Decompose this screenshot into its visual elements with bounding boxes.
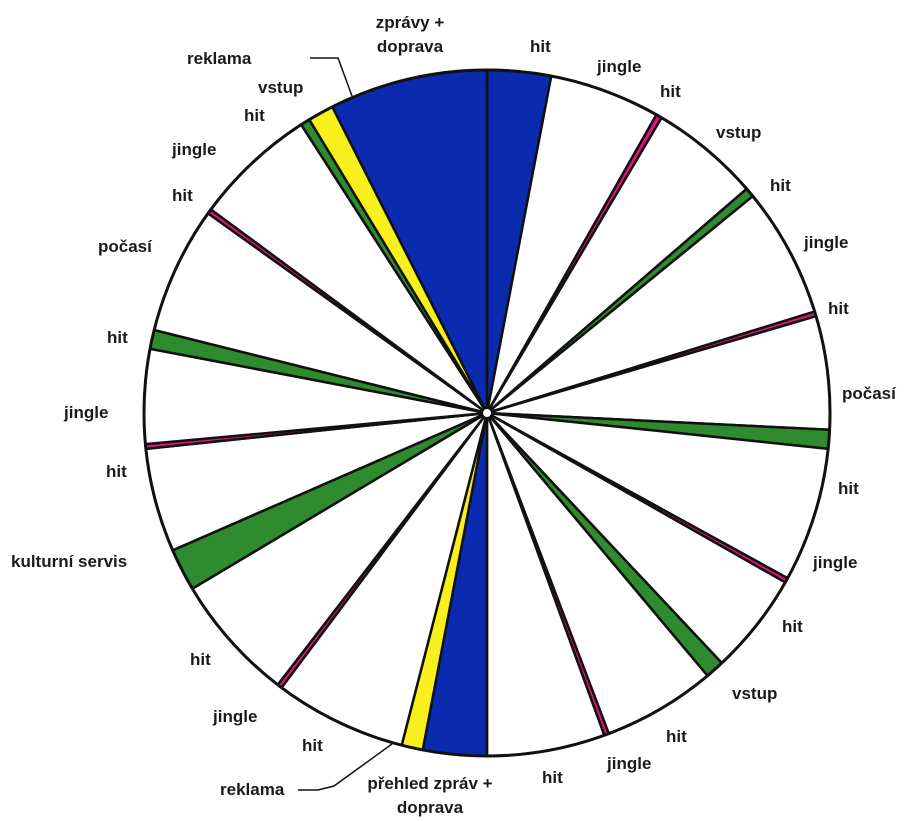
reklama-bottom-leader: [298, 743, 393, 791]
label-jingle-l6: jingle: [63, 403, 108, 422]
label-reklama-bottom: reklama: [220, 780, 285, 799]
label-hit-b7: hit: [666, 727, 687, 746]
label-hit-l14: hit: [244, 106, 265, 125]
label-jingle-l7: jingle: [171, 140, 216, 159]
label-jingle-r2: jingle: [803, 233, 848, 252]
reklama-top-leader: [310, 57, 353, 97]
label-hit-l9: hit: [302, 736, 323, 755]
label-vstup-right2: vstup: [732, 684, 777, 703]
label-hit-r3: hit: [770, 176, 791, 195]
label-top-news-line2: doprava: [377, 37, 444, 56]
label-hit-l13: hit: [172, 186, 193, 205]
label-vstup-right1: vstup: [716, 123, 761, 142]
label-hit-r5: hit: [838, 479, 859, 498]
label-kulturni-servis: kulturní servis: [11, 552, 127, 571]
label-hit-r4: hit: [828, 299, 849, 318]
label-jingle-b4: jingle: [606, 754, 651, 773]
label-jingle-r3: jingle: [812, 553, 857, 572]
label-bottom-news-line1: přehled zpráv +: [367, 774, 492, 793]
label-jingle-l5: jingle: [212, 707, 257, 726]
label-hit-l11: hit: [106, 462, 127, 481]
label-hit-r2: hit: [660, 82, 681, 101]
label-pocasi-left: počasí: [98, 237, 153, 256]
label-vstup-top: vstup: [258, 78, 303, 97]
label-hit-b8: hit: [542, 768, 563, 787]
clock-rim: [142, 68, 832, 758]
label-hit-r1: hit: [530, 37, 551, 56]
label-top-news-line1: zprávy +: [376, 13, 445, 32]
label-reklama-top: reklama: [187, 49, 252, 68]
clock-center: [481, 407, 493, 419]
label-pocasi-right: počasí: [842, 384, 897, 403]
label-jingle-r1: jingle: [596, 57, 641, 76]
label-hit-l10: hit: [190, 650, 211, 669]
label-bottom-news-line2: doprava: [397, 798, 464, 817]
label-hit-r6: hit: [782, 617, 803, 636]
label-hit-l12: hit: [107, 328, 128, 347]
